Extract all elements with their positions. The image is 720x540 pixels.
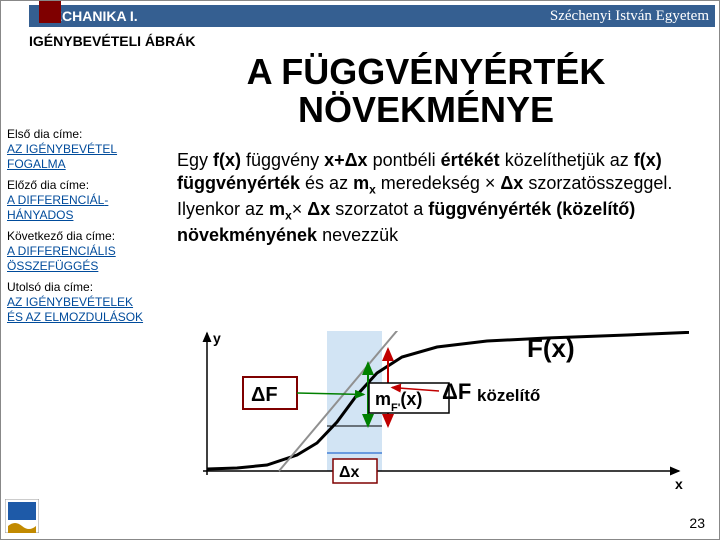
svg-text:közelítő: közelítő	[477, 386, 540, 405]
subheader: IGÉNYBEVÉTELI ÁBRÁK	[29, 33, 195, 49]
txt: f(x)	[213, 150, 241, 170]
sidebar-nav: Első dia címe: AZ IGÉNYBEVÉTEL FOGALMA E…	[7, 121, 147, 325]
txt: Egy	[177, 150, 213, 170]
txt: meredekség ×	[376, 173, 501, 193]
logo-icon	[5, 499, 39, 533]
svg-text:ΔF: ΔF	[442, 379, 471, 404]
header-bar: MECHANIKA I. Széchenyi István Egyetem	[29, 5, 715, 27]
txt: Δx	[307, 199, 330, 219]
nav-next-link[interactable]: A DIFFERENCIÁLIS ÖSSZEFÜGGÉS	[7, 244, 116, 273]
txt: közelíthetjük az	[500, 150, 634, 170]
title-line2: NÖVEKMÉNYE	[298, 89, 554, 130]
nav-next-label: Következő dia címe:	[7, 229, 147, 244]
derivative-chart: yxΔFmF'(x)ΔFközelítőΔxF(x)	[189, 331, 689, 491]
svg-text:y: y	[213, 331, 221, 346]
slide: MECHANIKA I. Széchenyi István Egyetem IG…	[0, 0, 720, 540]
txt: m	[353, 173, 369, 193]
nav-first-link[interactable]: AZ IGÉNYBEVÉTEL FOGALMA	[7, 142, 117, 171]
body-text: Egy f(x) függvény x+Δx pontbéli értékét …	[177, 149, 709, 247]
page-number: 23	[689, 515, 705, 531]
accent-square	[39, 1, 61, 23]
txt: és az	[300, 173, 353, 193]
txt: nevezzük	[317, 225, 398, 245]
txt: szorzatot a	[330, 199, 428, 219]
svg-text:x: x	[675, 476, 683, 491]
svg-text:Δx: Δx	[339, 464, 360, 481]
svg-text:ΔF: ΔF	[251, 384, 278, 406]
nav-last-link[interactable]: AZ IGÉNYBEVÉTELEK ÉS AZ ELMOZDULÁSOK	[7, 295, 143, 324]
txt: függvény	[241, 150, 324, 170]
nav-prev-link[interactable]: A DIFFERENCIÁL­HÁNYADOS	[7, 193, 108, 222]
txt: x+Δx	[324, 150, 367, 170]
txt: értékét	[441, 150, 500, 170]
nav-last-label: Utolsó dia címe:	[7, 280, 147, 295]
title-line1: A FÜGGVÉNYÉRTÉK	[247, 51, 606, 92]
txt: Δx	[500, 173, 523, 193]
slide-title: A FÜGGVÉNYÉRTÉK NÖVEKMÉNYE	[141, 53, 711, 129]
svg-text:F(x): F(x)	[527, 333, 575, 363]
nav-first-label: Első dia címe:	[7, 127, 147, 142]
txt: ×	[292, 199, 308, 219]
nav-prev-label: Előző dia címe:	[7, 178, 147, 193]
txt: m	[269, 199, 285, 219]
txt: pontbéli	[368, 150, 441, 170]
university-name: Széchenyi István Egyetem	[550, 8, 709, 25]
